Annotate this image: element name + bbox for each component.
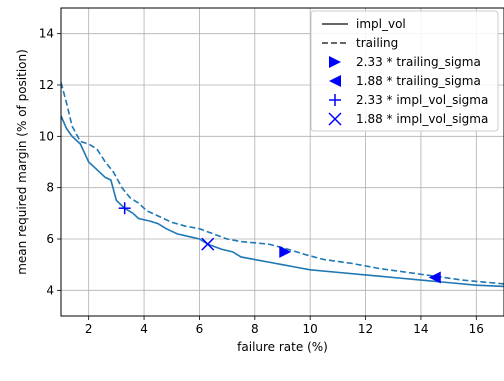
x-tick-label: 8 (251, 322, 259, 336)
legend-swatch-triangle-right (329, 56, 341, 68)
plot-frame (60, 7, 504, 317)
x-tick-label: 12 (358, 322, 373, 336)
marker-x-b (201, 237, 215, 251)
y-tick-label: 4 (46, 283, 54, 297)
ticks: 2 4 6 8 10 12 14 16 4 6 8 10 12 14 (39, 27, 484, 336)
legend-box (310, 10, 499, 132)
y-tick-label: 6 (46, 232, 54, 246)
x-tick-label: 6 (196, 322, 204, 336)
legend-label: 1.88 * trailing_sigma (356, 74, 481, 88)
x-tick-label: 16 (469, 322, 484, 336)
y-tick-label: 10 (39, 129, 54, 143)
x-tick-label: 14 (413, 322, 428, 336)
legend-label: 2.33 * trailing_sigma (356, 55, 481, 69)
legend: impl_vol trailing 2.33 * trailing_sigma 1.8… (310, 10, 499, 132)
legend-label: 2.33 * impl_vol_sigma (356, 93, 488, 107)
series-layer (61, 82, 504, 288)
series-line-trailing (61, 82, 504, 285)
x-tick-label: 10 (303, 322, 318, 336)
legend-label: impl_vol (356, 17, 406, 31)
legend-swatch-x-b (328, 112, 342, 126)
x-tick-label: 4 (140, 322, 148, 336)
legend-label: trailing (356, 36, 398, 50)
marker-x (201, 237, 215, 251)
y-axis-label: mean required margin (% of position) (15, 49, 29, 275)
x-tick-label: 2 (85, 322, 93, 336)
marker-layer (118, 202, 441, 284)
legend-label: 1.88 * impl_vol_sigma (356, 112, 488, 126)
marker-plus (118, 202, 131, 215)
series-line-impl-vol (61, 115, 504, 288)
legend-swatch-x (328, 112, 342, 126)
marker-triangle-left (428, 271, 441, 284)
y-tick-label: 12 (39, 78, 54, 92)
legend-swatch-plus (329, 94, 341, 106)
y-tick-label: 14 (39, 27, 54, 41)
marker-triangle-right (279, 245, 292, 258)
legend-swatch-triangle-left (329, 75, 341, 87)
x-axis-label: failure rate (%) (237, 340, 328, 354)
y-tick-label: 8 (46, 181, 54, 195)
